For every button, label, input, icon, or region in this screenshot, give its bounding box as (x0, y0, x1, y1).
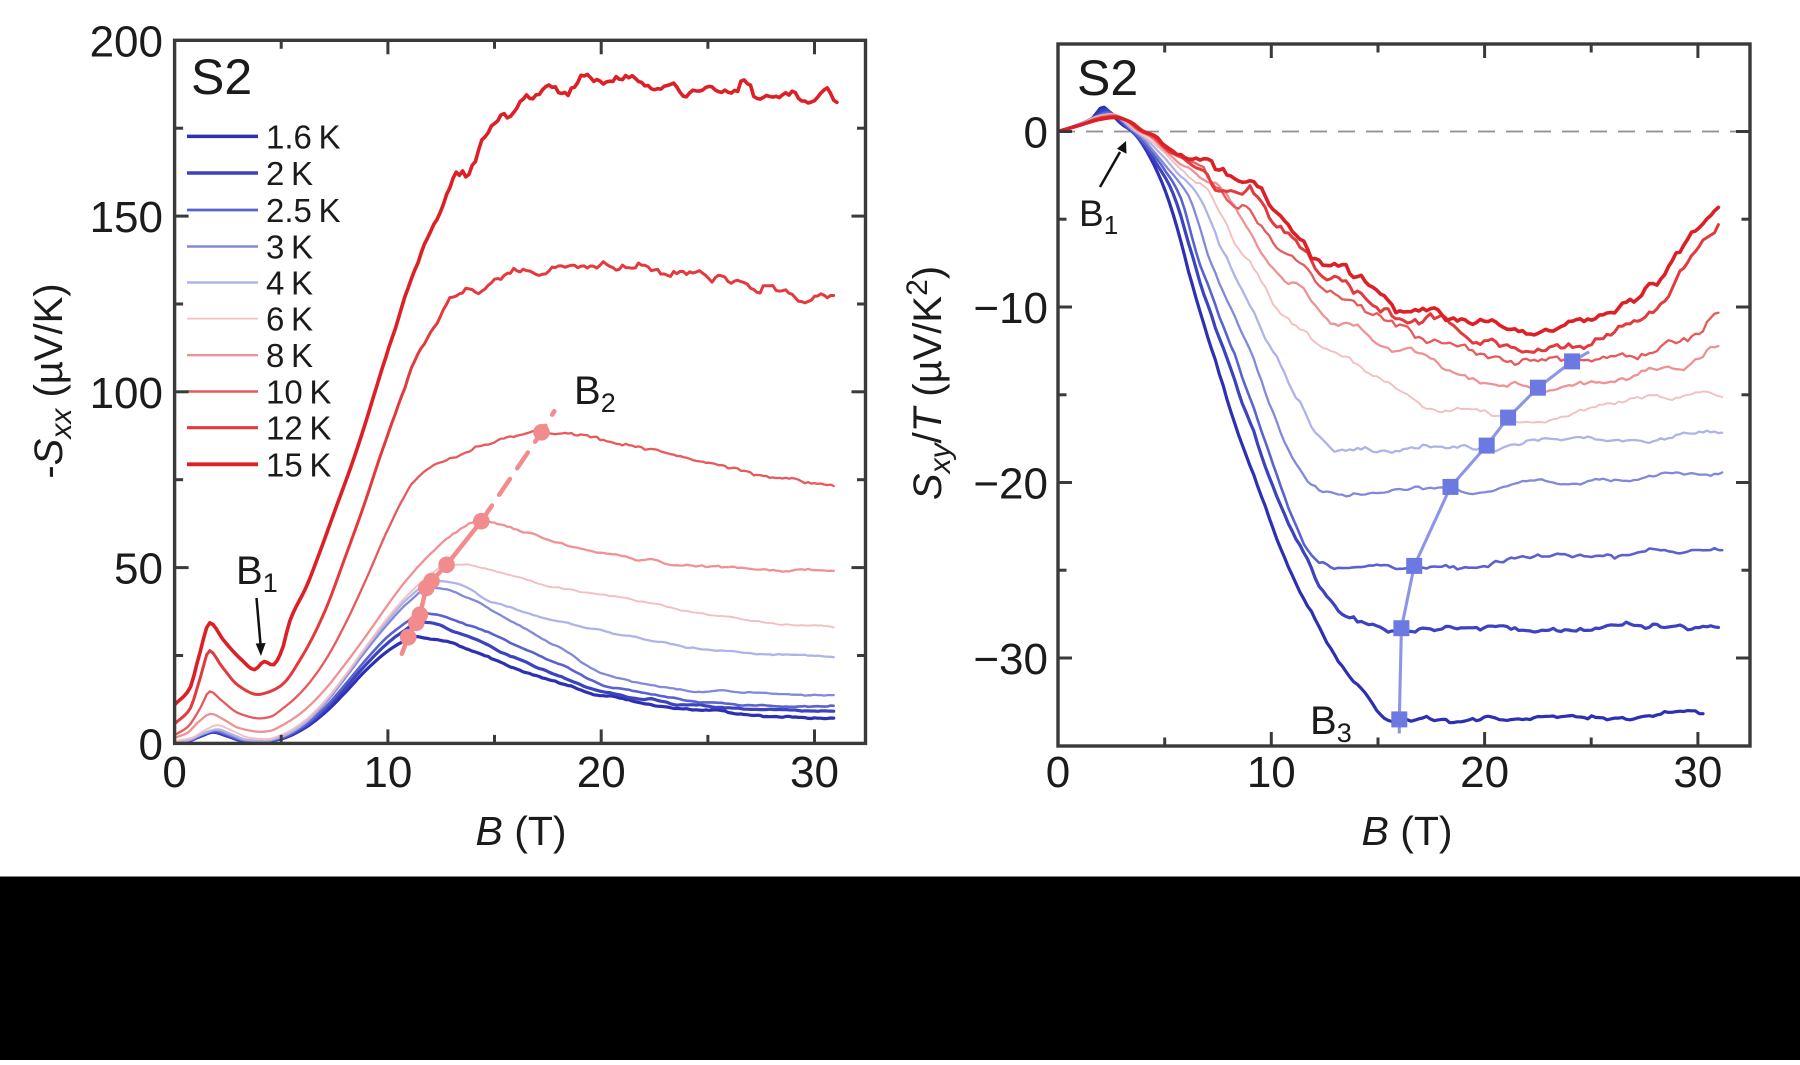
svg-text:12 K: 12 K (266, 410, 331, 447)
svg-text:3 K: 3 K (266, 229, 313, 266)
svg-text:10: 10 (1247, 748, 1296, 797)
svg-text:−20: −20 (973, 460, 1048, 509)
svg-text:2.5 K: 2.5 K (266, 192, 341, 229)
svg-text:200: 200 (90, 17, 163, 66)
svg-text:30: 30 (1673, 748, 1722, 797)
svg-text:10 K: 10 K (266, 374, 331, 411)
svg-text:0: 0 (1046, 748, 1070, 797)
svg-text:−30: −30 (973, 635, 1048, 684)
svg-text:0: 0 (1024, 109, 1048, 158)
svg-text:B (T): B (T) (1361, 808, 1452, 854)
svg-text:S2: S2 (191, 49, 252, 105)
svg-text:20: 20 (577, 748, 626, 797)
svg-text:-Sxx (µV/K): -Sxx (µV/K) (27, 283, 78, 478)
svg-text:6 K: 6 K (266, 301, 313, 338)
svg-text:Sxy/T (µV/K2): Sxy/T (µV/K2) (901, 266, 957, 500)
svg-text:B1: B1 (1079, 193, 1118, 240)
svg-text:150: 150 (90, 193, 163, 242)
svg-text:10: 10 (363, 748, 412, 797)
svg-text:S2: S2 (1077, 50, 1138, 106)
svg-text:8 K: 8 K (266, 337, 313, 374)
svg-text:−10: −10 (973, 284, 1048, 333)
svg-text:B (T): B (T) (475, 808, 566, 854)
svg-text:0: 0 (139, 720, 163, 769)
svg-text:30: 30 (790, 748, 839, 797)
svg-text:2 K: 2 K (266, 155, 313, 192)
svg-text:15 K: 15 K (266, 446, 331, 483)
svg-text:4 K: 4 K (266, 265, 313, 302)
svg-text:100: 100 (90, 369, 163, 418)
svg-text:50: 50 (114, 545, 163, 594)
svg-text:20: 20 (1460, 748, 1509, 797)
svg-text:0: 0 (162, 748, 186, 797)
svg-text:1.6 K: 1.6 K (266, 118, 341, 155)
